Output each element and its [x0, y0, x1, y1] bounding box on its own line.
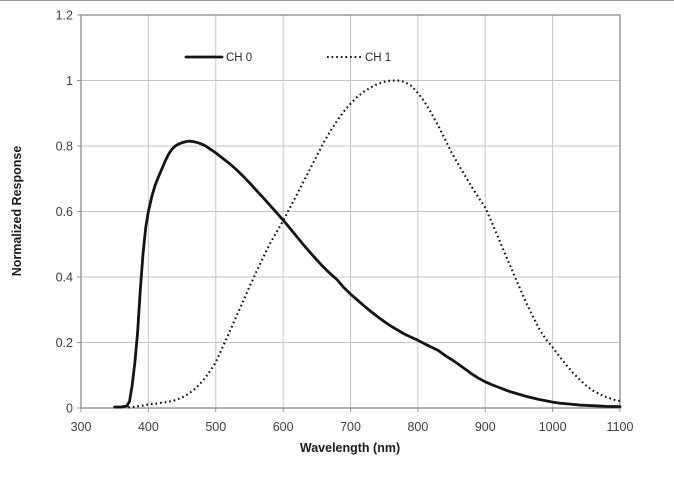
x-tick-label: 1000 — [539, 420, 567, 434]
ch0-curve — [113, 139, 622, 409]
ch1-curve — [128, 79, 621, 409]
legend-label-ch0: CH 0 — [226, 52, 252, 64]
x-tick-label: 1100 — [607, 420, 634, 434]
x-tick-label: 400 — [138, 420, 159, 434]
y-tick-label: 0.2 — [56, 336, 73, 350]
axis-tick-labels: 300 400 500 600 700 800 900 1000 1100 0 0.2 0.4 0.6 0… — [56, 9, 634, 435]
x-tick-label: 900 — [475, 420, 496, 434]
window-top-border — [0, 0, 674, 1]
x-tick-label: 300 — [71, 420, 92, 434]
x-tick-label: 800 — [407, 420, 428, 434]
y-tick-label: 0.4 — [56, 271, 73, 285]
y-tick-label: 0.8 — [56, 140, 73, 154]
y-tick-label: 0 — [66, 402, 73, 416]
y-tick-label: 0.6 — [56, 205, 73, 219]
gridlines — [81, 15, 620, 408]
axis-ticks — [77, 14, 621, 412]
x-tick-label: 500 — [205, 420, 226, 434]
y-axis-title: Normalized Response — [10, 146, 24, 277]
legend: CH 0 CH 1 — [184, 52, 391, 64]
y-tick-label: 1 — [66, 74, 73, 88]
x-tick-label: 700 — [340, 420, 361, 434]
legend-label-ch1: CH 1 — [365, 52, 391, 64]
x-axis-title: Wavelength (nm) — [300, 441, 400, 455]
x-tick-label: 600 — [273, 420, 294, 434]
y-tick-label: 1.2 — [56, 9, 73, 23]
